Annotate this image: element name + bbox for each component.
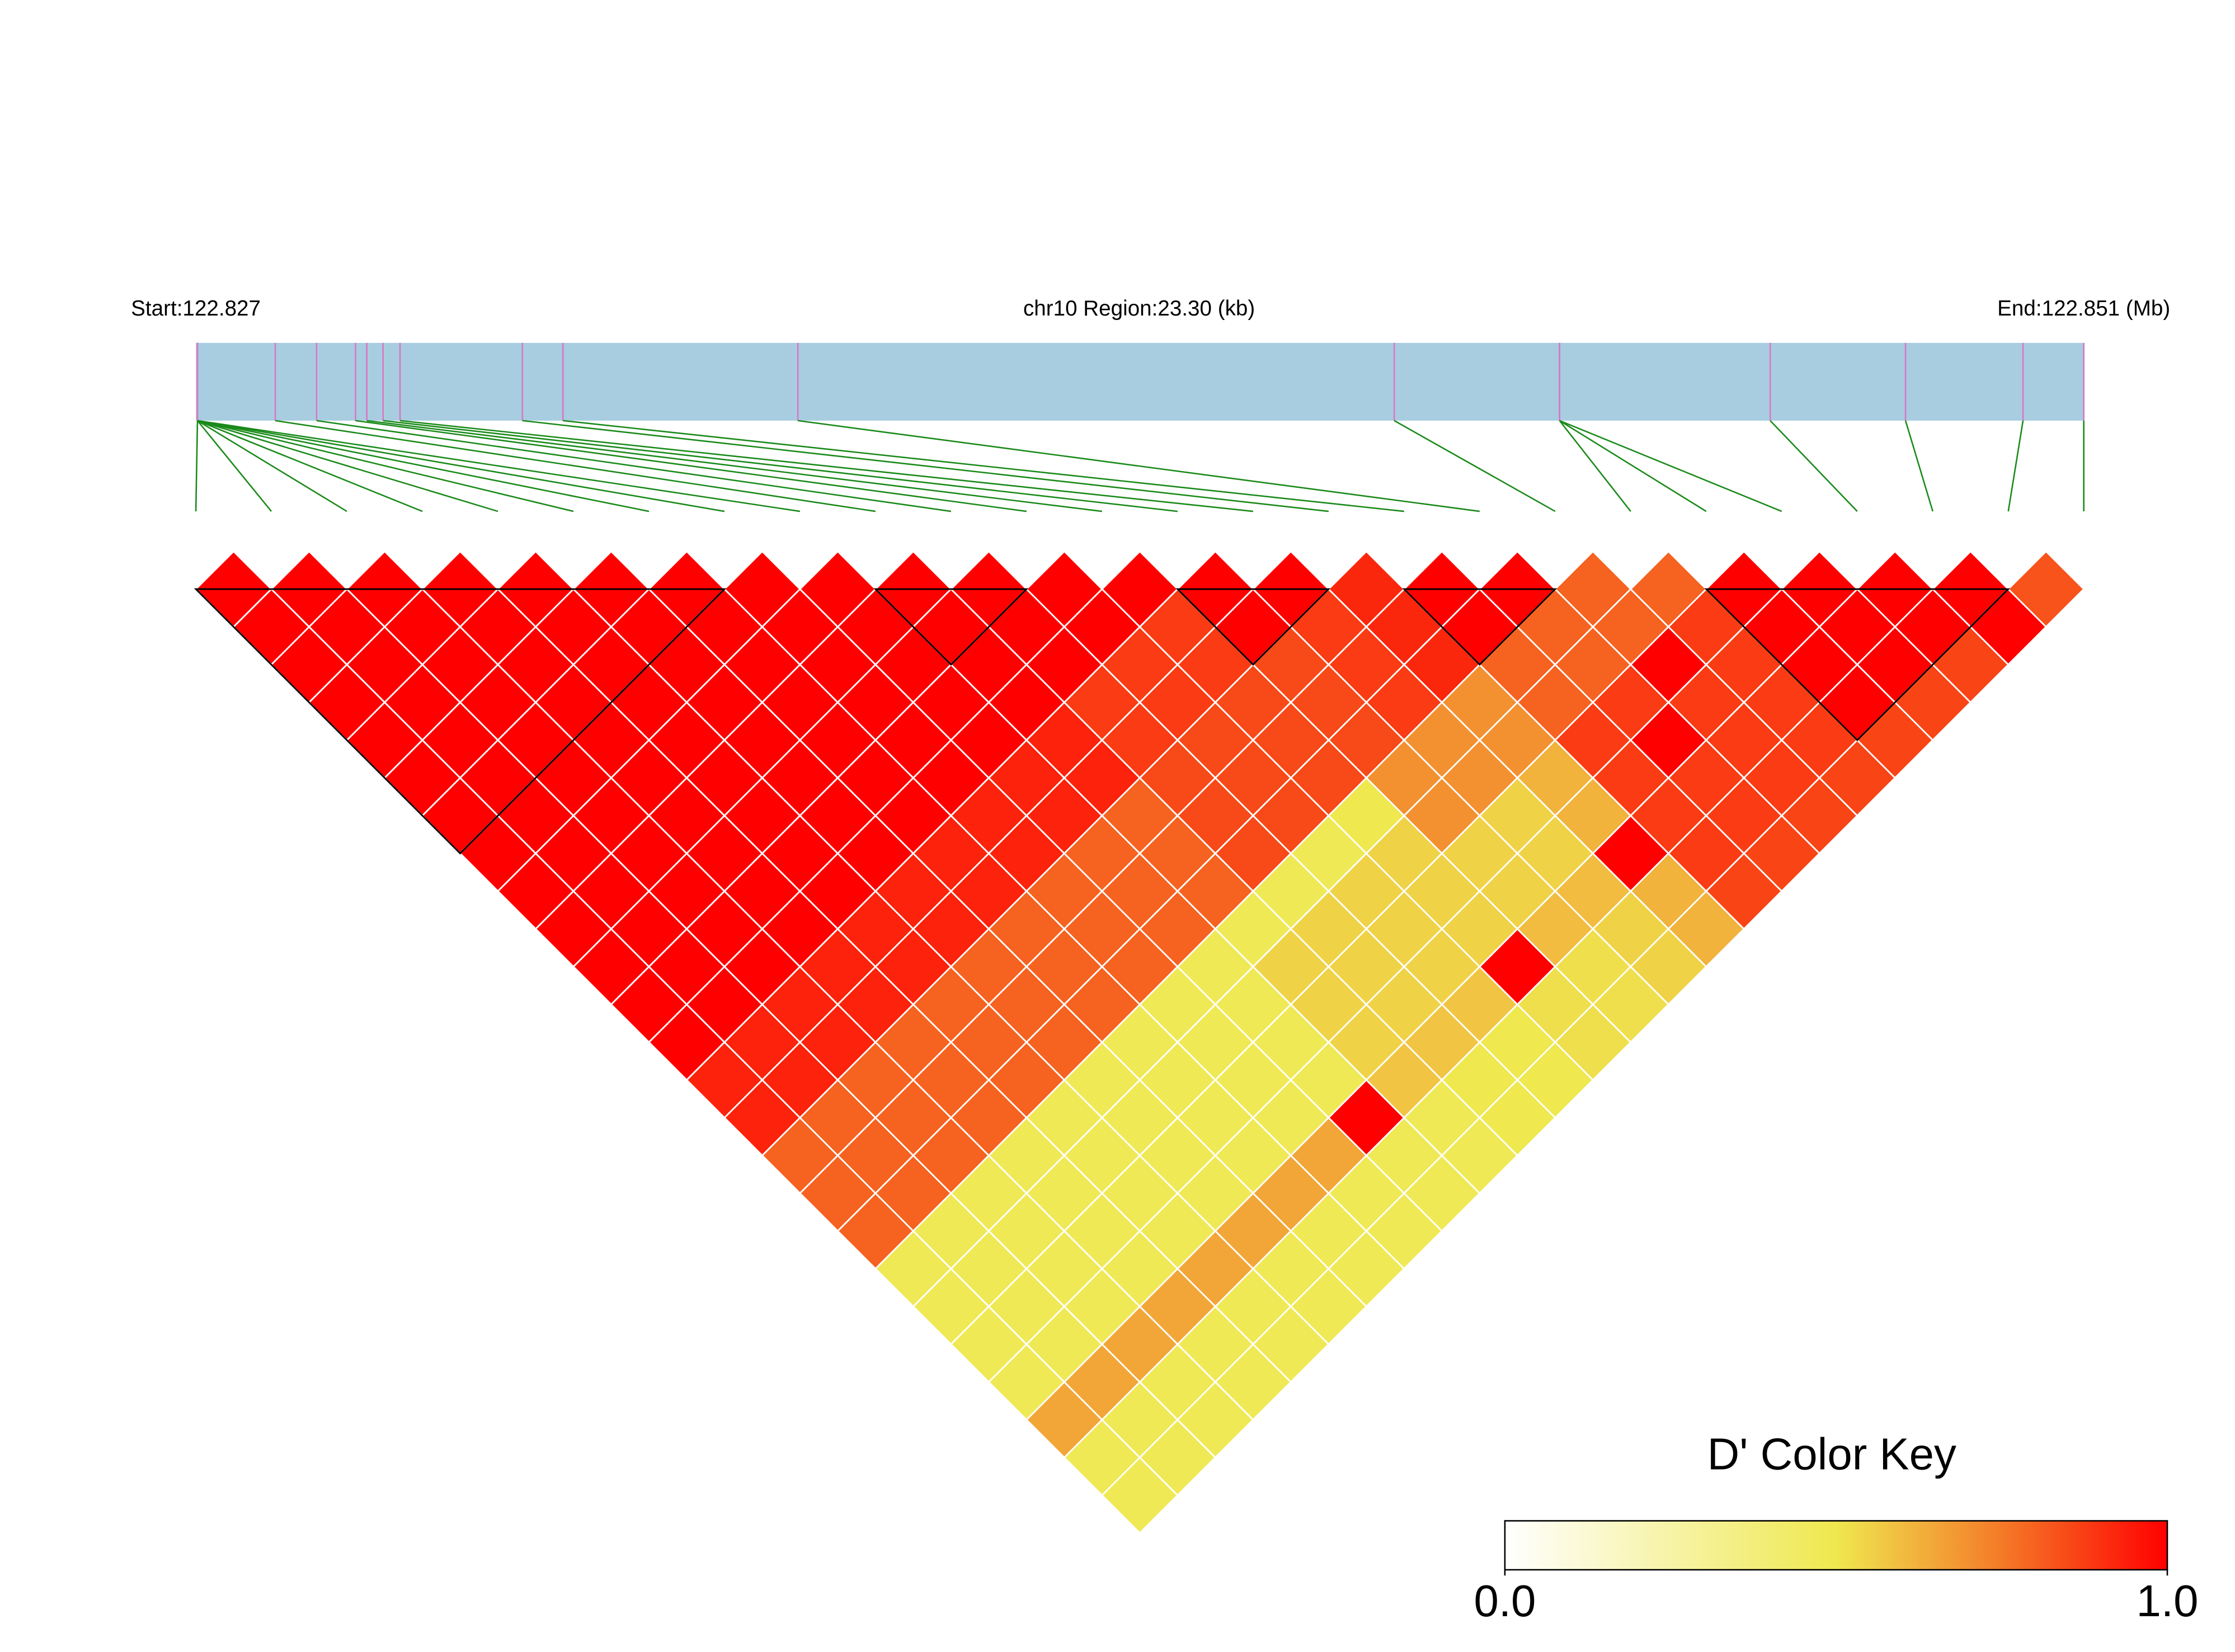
ld-block <box>1704 588 2011 742</box>
snp-connector <box>2007 420 2024 512</box>
start-label: Start:122.827 <box>131 296 261 321</box>
snp-connector <box>197 420 498 512</box>
snp-connector <box>1559 420 1782 512</box>
snp-connector <box>1559 420 1631 512</box>
end-label: End:122.851 (Mb) <box>1997 296 2170 321</box>
snp-connector <box>522 420 1329 512</box>
snp-connector <box>275 420 876 512</box>
snp-connector <box>1394 420 1556 512</box>
snp-connector <box>197 420 801 512</box>
snp-connector <box>383 420 1178 512</box>
ld-block <box>1175 588 1331 666</box>
snp-connector <box>355 420 1027 512</box>
ld-cell <box>2007 550 2085 628</box>
ld-block <box>873 588 1029 666</box>
key-tick-label: 0.0 <box>1474 1576 1536 1626</box>
snp-connector <box>197 420 347 512</box>
legend-title: D' Color Key <box>1707 1429 1956 1479</box>
snp-connector <box>316 420 952 512</box>
snp-connector <box>195 420 199 512</box>
snp-connector <box>366 420 1103 512</box>
snp-connector <box>197 420 725 512</box>
snp-connector <box>1559 420 1707 512</box>
snp-connector <box>197 420 650 512</box>
ld-matrix <box>195 550 2085 1535</box>
snp-connector <box>399 420 1254 512</box>
color-key <box>1504 1520 2168 1571</box>
snp-connector <box>197 420 423 512</box>
region-title: chr10 Region:23.30 (kb) <box>1023 296 1255 321</box>
region-track <box>196 342 2084 421</box>
snp-connector <box>196 420 272 512</box>
snp-connector <box>197 420 574 512</box>
snp-connector <box>1770 420 1858 512</box>
snp-connector <box>798 420 1480 512</box>
snp-connector <box>1904 420 1933 512</box>
key-tick-label: 1.0 <box>2137 1576 2199 1626</box>
ld-block <box>194 588 727 855</box>
ld-block <box>1402 588 1558 666</box>
snp-connector <box>563 420 1404 512</box>
